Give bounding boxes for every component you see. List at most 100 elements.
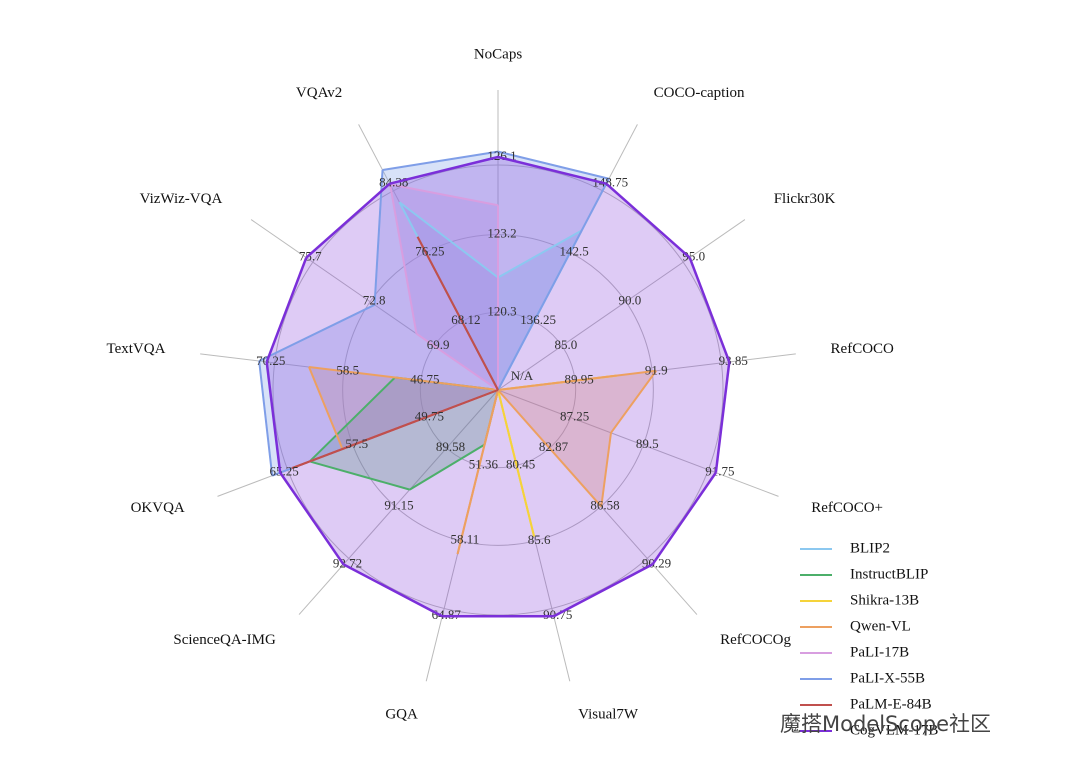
tick-label: 85.6: [528, 532, 551, 547]
tick-label: 91.15: [384, 497, 413, 512]
tick-label: 87.25: [560, 409, 589, 424]
series-segment: [497, 155, 607, 185]
tick-label: 95.0: [682, 249, 705, 264]
series-segment: [389, 184, 418, 334]
axis-label: TextVQA: [106, 341, 165, 357]
series-segment: [265, 361, 282, 473]
series-segment: [389, 155, 499, 185]
series-segment: [497, 229, 583, 279]
series-segment: [389, 183, 499, 207]
tick-label: 86.58: [590, 497, 619, 512]
series-segment: [279, 471, 345, 566]
axis-label: VizWiz-VQA: [140, 191, 223, 207]
tick-label: 57.5: [345, 436, 368, 451]
tick-label: 68.12: [451, 312, 480, 327]
tick-label: 58.11: [450, 532, 479, 547]
center-label: N/A: [511, 368, 534, 383]
series-segment: [600, 432, 612, 507]
series-segment: [258, 303, 376, 362]
axis-label: Visual7W: [578, 707, 639, 723]
series-segment: [688, 257, 731, 363]
labels: NoCaps120.3123.2126.1COCO-caption136.251…: [106, 46, 894, 722]
axis-label: RefCOCO+: [811, 500, 883, 516]
series-segment: [497, 150, 610, 180]
tick-label: 142.5: [560, 243, 589, 258]
series-segment: [308, 376, 396, 463]
series-segment: [497, 178, 610, 391]
axis-label: VQAv2: [296, 85, 342, 101]
series-segment: [305, 182, 391, 259]
series-segment: [308, 366, 499, 391]
axis-line: [497, 389, 779, 497]
series-fill: [309, 377, 498, 490]
legend-label: BLIP2: [850, 540, 890, 556]
tick-label: 76.25: [415, 243, 444, 258]
series-segment: [497, 389, 603, 508]
axis-label: NoCaps: [474, 46, 522, 62]
tick-label: 92.72: [333, 555, 362, 570]
series-segment: [497, 389, 536, 537]
tick-label: 82.87: [539, 439, 569, 454]
axis-label: Flickr30K: [774, 191, 836, 207]
series-segment: [553, 563, 654, 618]
axis-line: [497, 219, 746, 391]
tick-label: 51.36: [469, 456, 499, 471]
series-lines: [258, 150, 657, 555]
series-segment: [651, 471, 717, 566]
axis-label: COCO-caption: [654, 85, 745, 101]
tick-label: 93.85: [719, 353, 748, 368]
tick-label: 91.75: [705, 464, 734, 479]
axis-label: ScienceQA-IMG: [173, 632, 276, 648]
legend-label: InstructBLIP: [850, 566, 928, 582]
tick-label: 70.25: [256, 353, 285, 368]
series-segment: [342, 563, 443, 618]
legend-label: PaLM-E-84B: [850, 696, 932, 712]
series-segment: [409, 443, 486, 491]
watermark: 魔搭ModelScope社区: [780, 712, 991, 736]
series-segment: [265, 257, 308, 363]
axis-label: OKVQA: [131, 500, 185, 516]
tick-label: 80.45: [506, 456, 535, 471]
series-fill: [287, 184, 498, 470]
series-fill: [259, 151, 609, 476]
tick-label: 89.5: [636, 436, 659, 451]
legend-label: Shikra-13B: [850, 592, 919, 608]
series-segment: [605, 182, 691, 259]
tick-label: 85.0: [555, 337, 578, 352]
axis-label: RefCOCOg: [720, 632, 791, 648]
series-segment: [398, 201, 499, 279]
legend-label: PaLI-X-55B: [850, 670, 925, 686]
series-segment: [456, 389, 499, 555]
axis-label: GQA: [385, 707, 418, 723]
tick-label: 58.5: [336, 362, 359, 377]
series-segment: [382, 150, 499, 171]
tick-label: 136.25: [520, 312, 556, 327]
tick-label: 65.25: [270, 464, 299, 479]
series-fill: [399, 202, 582, 390]
series-segment: [497, 369, 657, 391]
tick-label: 89.58: [436, 439, 465, 454]
axis-line: [298, 389, 499, 615]
tick-label: 148.75: [592, 175, 628, 190]
tick-label: 64.87: [432, 607, 462, 622]
tick-label: 91.9: [645, 362, 668, 377]
tick-label: 49.75: [415, 409, 444, 424]
tick-label: 90.0: [618, 293, 641, 308]
axis-label: RefCOCO: [831, 341, 895, 357]
legend-label: CogVLM-17B: [850, 722, 938, 738]
series-segment: [714, 361, 731, 473]
tick-label: 120.3: [487, 303, 516, 318]
tick-label: 69.9: [427, 337, 450, 352]
tick-label: 46.75: [410, 372, 439, 387]
series-segment: [291, 389, 499, 470]
tick-label: 89.95: [564, 372, 593, 387]
tick-label: 123.2: [487, 226, 516, 241]
series-segment: [610, 370, 657, 434]
series-segment: [416, 236, 499, 391]
series-segment: [308, 366, 344, 450]
tick-label: 75.7: [299, 249, 322, 264]
series-fill: [309, 367, 657, 555]
series-segment: [415, 332, 499, 391]
legend-label: Qwen-VL: [850, 618, 911, 634]
